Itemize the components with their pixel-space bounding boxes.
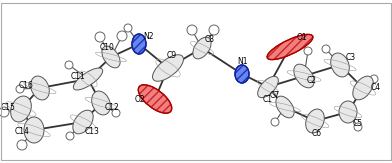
Ellipse shape [331,53,349,77]
Ellipse shape [95,32,105,42]
Ellipse shape [112,109,120,117]
Ellipse shape [353,76,373,100]
Ellipse shape [267,34,313,60]
Ellipse shape [354,123,362,131]
Ellipse shape [187,25,197,35]
Ellipse shape [132,34,146,54]
Text: C7: C7 [270,90,280,99]
Ellipse shape [117,31,127,41]
Text: C11: C11 [71,73,85,82]
Ellipse shape [17,140,27,150]
Ellipse shape [209,25,219,35]
Ellipse shape [258,76,278,98]
Text: O1: O1 [297,34,307,43]
Ellipse shape [306,109,324,133]
Ellipse shape [322,45,330,53]
Text: C1: C1 [263,96,273,104]
Ellipse shape [24,117,44,143]
Ellipse shape [304,47,312,55]
Ellipse shape [102,46,120,68]
Ellipse shape [276,96,294,118]
Ellipse shape [73,68,103,90]
Text: C16: C16 [18,81,33,89]
Ellipse shape [193,37,211,59]
Text: C10: C10 [100,43,114,52]
Text: C12: C12 [105,104,120,112]
Text: C9: C9 [167,52,177,60]
Ellipse shape [370,75,378,83]
Text: C3: C3 [346,52,356,61]
Text: C8: C8 [205,36,215,44]
Ellipse shape [73,110,93,134]
Ellipse shape [235,65,249,83]
Ellipse shape [0,107,9,117]
Ellipse shape [339,101,357,123]
Text: C6: C6 [312,128,322,138]
Text: C13: C13 [85,126,100,135]
Text: O2: O2 [135,96,145,104]
Text: N2: N2 [143,31,153,40]
Text: C2: C2 [307,75,317,84]
Ellipse shape [152,55,183,81]
Ellipse shape [271,118,279,126]
Ellipse shape [294,64,314,88]
Text: C4: C4 [371,82,381,91]
Ellipse shape [138,85,172,113]
Ellipse shape [16,85,24,93]
Ellipse shape [92,91,110,115]
Ellipse shape [124,24,132,32]
Text: N1: N1 [237,58,247,67]
Ellipse shape [31,76,49,100]
Text: C14: C14 [15,127,29,136]
Text: C5: C5 [353,119,363,128]
Ellipse shape [11,96,31,122]
Text: C15: C15 [0,103,15,111]
Ellipse shape [66,132,74,140]
Ellipse shape [65,61,73,69]
